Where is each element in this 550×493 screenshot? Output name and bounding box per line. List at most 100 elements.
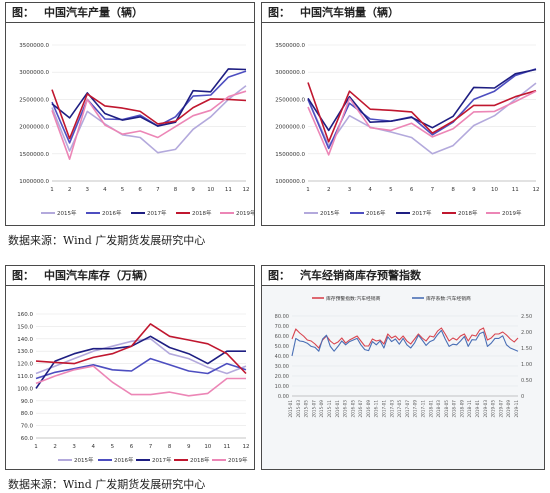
series-line-2017 bbox=[35, 335, 246, 389]
series-line-2016 bbox=[51, 70, 247, 144]
x-tick-label: 12 bbox=[533, 187, 540, 193]
x-tick-label: 2016-11 bbox=[374, 400, 379, 418]
production-title-text: 中国汽车产量（辆） bbox=[44, 6, 143, 19]
x-tick-label: 3 bbox=[72, 444, 76, 450]
y-tick-label: 2500000.0 bbox=[19, 97, 49, 103]
sales-chart-panel: 图： 中国汽车销量（辆） 1000000.0 1500000.0 2000000.0 2… bbox=[261, 2, 545, 226]
y-tick-label: 60.0 bbox=[21, 436, 34, 442]
sales-line-chart: 1000000.0 1500000.0 2000000.0 2500000.0 3000… bbox=[275, 43, 540, 217]
legend-label: 2016年 bbox=[366, 209, 386, 217]
y-tick-label: 2000000.0 bbox=[19, 125, 49, 131]
y-tick-label: 2500000.0 bbox=[275, 97, 305, 103]
series-line-2018 bbox=[35, 323, 247, 375]
x-tick-label: 12 bbox=[243, 444, 250, 450]
x-tick-label: 3 bbox=[86, 187, 90, 193]
x-tick-label: 2015-07 bbox=[311, 400, 316, 418]
x-tick-label: 2018-05 bbox=[444, 400, 449, 418]
y-tick-label: 40.00 bbox=[275, 354, 289, 360]
warning-title-prefix: 图： bbox=[268, 269, 290, 282]
series-line-2019 bbox=[307, 90, 537, 156]
warning-index-line bbox=[291, 327, 519, 349]
x-tick-label: 4 bbox=[368, 187, 372, 193]
x-tick-label: 2016-03 bbox=[343, 400, 348, 418]
y-tick-label: 20.00 bbox=[275, 374, 289, 380]
inventory-line-chart: 60.0 70.0 80.0 90.0 100.0 110.0 120.0 130.0 140.… bbox=[17, 312, 250, 464]
y-tick-label: 3000000.0 bbox=[19, 70, 49, 76]
legend-label: 2015年 bbox=[57, 209, 77, 217]
x-tick-label: 2018-11 bbox=[467, 400, 472, 418]
series-line-2016 bbox=[307, 68, 537, 150]
x-tick-label: 2015-11 bbox=[327, 400, 332, 418]
x-tick-label: 11 bbox=[223, 444, 230, 450]
x-tick-label: 10 bbox=[207, 187, 214, 193]
series-line-2015 bbox=[51, 85, 247, 154]
series-line-2018 bbox=[51, 89, 247, 140]
y-tick-label: 110.0 bbox=[17, 374, 33, 380]
x-tick-label: 2015-01 bbox=[288, 400, 293, 418]
x-tick-label: 2015-09 bbox=[319, 400, 324, 418]
series-line-2015 bbox=[35, 337, 247, 375]
y-tick-label: 100.0 bbox=[17, 386, 33, 392]
y-tick-label: 1500000.0 bbox=[19, 152, 49, 158]
y-tick-label: 1500000.0 bbox=[275, 152, 305, 158]
sales-title-text: 中国汽车销量（辆） bbox=[300, 6, 399, 19]
x-tick-label: 1 bbox=[34, 444, 38, 450]
legend-label: 2015年 bbox=[320, 209, 340, 217]
source-note-bottom: 数据来源：Wind 广发期货发展研究中心 bbox=[8, 478, 206, 491]
y-tick-label: 70.00 bbox=[275, 324, 289, 330]
y-tick-label: 10.00 bbox=[275, 384, 289, 390]
y-tick-label: 70.0 bbox=[21, 424, 34, 430]
inventory-title-text: 中国汽车库存（万辆） bbox=[44, 269, 154, 282]
y-tick-label: 80.00 bbox=[275, 314, 289, 320]
x-tick-label: 8 bbox=[168, 444, 172, 450]
legend-label: 库存预警指数:汽车经销商 bbox=[326, 295, 381, 302]
y-tick-label: 0.00 bbox=[278, 394, 289, 400]
x-tick-label: 2015-03 bbox=[296, 400, 301, 418]
inventory-title-prefix: 图： bbox=[12, 269, 34, 282]
legend-label: 2017年 bbox=[147, 209, 167, 217]
y-tick-label: 30.00 bbox=[275, 364, 289, 370]
production-title-prefix: 图： bbox=[12, 6, 34, 19]
legend-label: 2018年 bbox=[458, 209, 478, 217]
production-chart-panel: 图： 中国汽车产量（辆） 1000000.0 1500000.0 2000000.0 2… bbox=[5, 2, 255, 226]
x-tick-label: 7 bbox=[149, 444, 153, 450]
legend-label: 2018年 bbox=[192, 209, 212, 217]
warning-index-chart-panel: 图： 汽车经销商库存预警指数 0.00 10.00 20.00 30.00 40.00 50… bbox=[261, 265, 545, 470]
inventory-chart-title: 图： 中国汽车库存（万辆） bbox=[6, 266, 254, 286]
y-tick-label: 3500000.0 bbox=[275, 43, 305, 49]
legend-label: 2019年 bbox=[228, 456, 248, 464]
x-tick-label: 4 bbox=[103, 187, 107, 193]
legend-label: 2019年 bbox=[236, 209, 254, 217]
x-tick-label: 2017-03 bbox=[389, 400, 394, 418]
x-tick-label: 2019-09 bbox=[506, 400, 511, 418]
y2-tick-label: 2.00 bbox=[521, 330, 532, 336]
x-tick-label: 1 bbox=[306, 187, 310, 193]
y2-tick-label: 1.00 bbox=[521, 362, 532, 368]
x-tick-label: 5 bbox=[111, 444, 115, 450]
y2-tick-label: 0 bbox=[521, 394, 524, 400]
production-chart-title: 图： 中国汽车产量（辆） bbox=[6, 3, 254, 23]
x-tick-label: 9 bbox=[187, 444, 191, 450]
source-note-top: 数据来源：Wind 广发期货发展研究中心 bbox=[8, 234, 206, 247]
x-tick-label: 7 bbox=[156, 187, 160, 193]
x-tick-label: 2017-01 bbox=[382, 400, 387, 418]
legend-label: 2017年 bbox=[412, 209, 432, 217]
y-tick-label: 130.0 bbox=[17, 349, 33, 355]
x-tick-label: 2 bbox=[68, 187, 72, 193]
x-tick-label: 2017-09 bbox=[413, 400, 418, 418]
legend-label: 2018年 bbox=[190, 456, 210, 464]
x-tick-label: 2019-03 bbox=[483, 400, 488, 418]
legend-label: 2015年 bbox=[74, 456, 94, 464]
x-tick-label: 3 bbox=[348, 187, 352, 193]
x-tick-label: 2017-11 bbox=[421, 400, 426, 418]
warning-index-line-chart: 0.00 10.00 20.00 30.00 40.00 50.00 60.00 70.00 8… bbox=[262, 286, 544, 469]
x-tick-label: 2019-01 bbox=[475, 400, 480, 418]
legend-label: 2016年 bbox=[102, 209, 122, 217]
y-tick-label: 3500000.0 bbox=[19, 43, 49, 49]
x-tick-label: 9 bbox=[472, 187, 476, 193]
x-tick-label: 2017-07 bbox=[405, 400, 410, 418]
y2-tick-label: 2.50 bbox=[521, 314, 532, 320]
x-tick-label: 7 bbox=[431, 187, 435, 193]
y-tick-label: 140.0 bbox=[17, 337, 33, 343]
x-tick-label: 2 bbox=[327, 187, 331, 193]
